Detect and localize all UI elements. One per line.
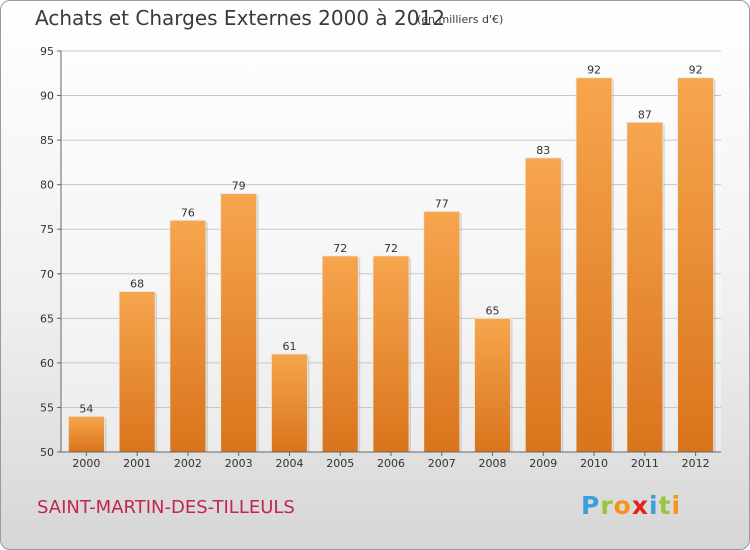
x-tick-label: 2009 [529, 457, 557, 470]
x-axis: 2000 2001 2002 2003 2004 2005 2006 2007 2008 2009… [61, 451, 721, 470]
bars: 54 68 76 79 61 72 72 77 65 83 92 87 92 [67, 64, 716, 453]
y-tick-label: 85 [40, 134, 54, 147]
bar[interactable] [474, 317, 511, 453]
y-tick-label: 50 [40, 446, 54, 459]
bar[interactable] [67, 415, 105, 453]
bar-value-label: 65 [486, 304, 500, 317]
y-tick-label: 65 [40, 312, 54, 325]
bar[interactable] [321, 255, 359, 453]
y-tick-label: 70 [40, 268, 54, 281]
logo-letter: r [600, 491, 614, 520]
logo-letter: x [631, 491, 649, 520]
bar-value-label: 61 [282, 340, 296, 353]
bar[interactable] [524, 157, 562, 453]
x-tick-label: 2002 [174, 457, 202, 470]
logo-letter: i [649, 491, 659, 520]
chart-title: Achats et Charges Externes 2000 à 2012 [35, 6, 445, 30]
y-tick-label: 55 [40, 401, 54, 414]
bar-value-label: 92 [587, 64, 601, 77]
bar-value-label: 83 [536, 144, 550, 157]
bar-value-label: 72 [384, 242, 398, 255]
bar[interactable] [575, 77, 613, 453]
x-tick-label: 2006 [377, 457, 405, 470]
x-tick-label: 2007 [428, 457, 456, 470]
city-name: SAINT-MARTIN-DES-TILLEULS [37, 497, 295, 518]
x-tick-label: 2004 [275, 457, 303, 470]
bar[interactable] [423, 210, 461, 453]
bar[interactable] [677, 77, 715, 453]
proxiti-logo[interactable]: Proxiti [581, 491, 681, 520]
bar-value-label: 76 [181, 206, 195, 219]
x-tick-label: 2003 [225, 457, 253, 470]
bar-value-label: 92 [689, 64, 703, 77]
logo-letter: i [671, 491, 682, 520]
logo-letter: P [581, 491, 601, 520]
x-tick-label: 2008 [479, 457, 507, 470]
bar-value-label: 79 [232, 180, 246, 193]
x-tick-label: 2012 [682, 457, 710, 470]
x-tick-label: 2000 [72, 457, 100, 470]
bar[interactable] [626, 121, 664, 453]
bar[interactable] [220, 193, 258, 453]
bar-value-label: 77 [435, 197, 449, 210]
bar[interactable] [271, 353, 308, 453]
bar-value-label: 87 [638, 108, 652, 121]
x-tick-label: 2005 [326, 457, 354, 470]
logo-letter: o [613, 491, 632, 520]
bar-value-label: 68 [130, 278, 144, 291]
bar[interactable] [118, 291, 156, 453]
bar-value-label: 72 [333, 242, 347, 255]
x-tick-label: 2011 [631, 457, 659, 470]
bar[interactable] [169, 219, 207, 453]
x-tick-label: 2001 [123, 457, 151, 470]
y-axis: 50 55 60 65 70 75 80 85 90 95 [40, 45, 62, 459]
y-tick-label: 60 [40, 357, 54, 370]
bar-value-label: 54 [79, 402, 93, 415]
y-tick-label: 95 [40, 45, 54, 58]
y-tick-label: 80 [40, 179, 54, 192]
x-tick-label: 2010 [580, 457, 608, 470]
y-tick-label: 90 [40, 90, 54, 103]
logo-letter: t [658, 491, 672, 520]
y-tick-label: 75 [40, 223, 54, 236]
bar[interactable] [372, 255, 410, 453]
chart-unit: (en milliers d'€) [417, 13, 504, 26]
